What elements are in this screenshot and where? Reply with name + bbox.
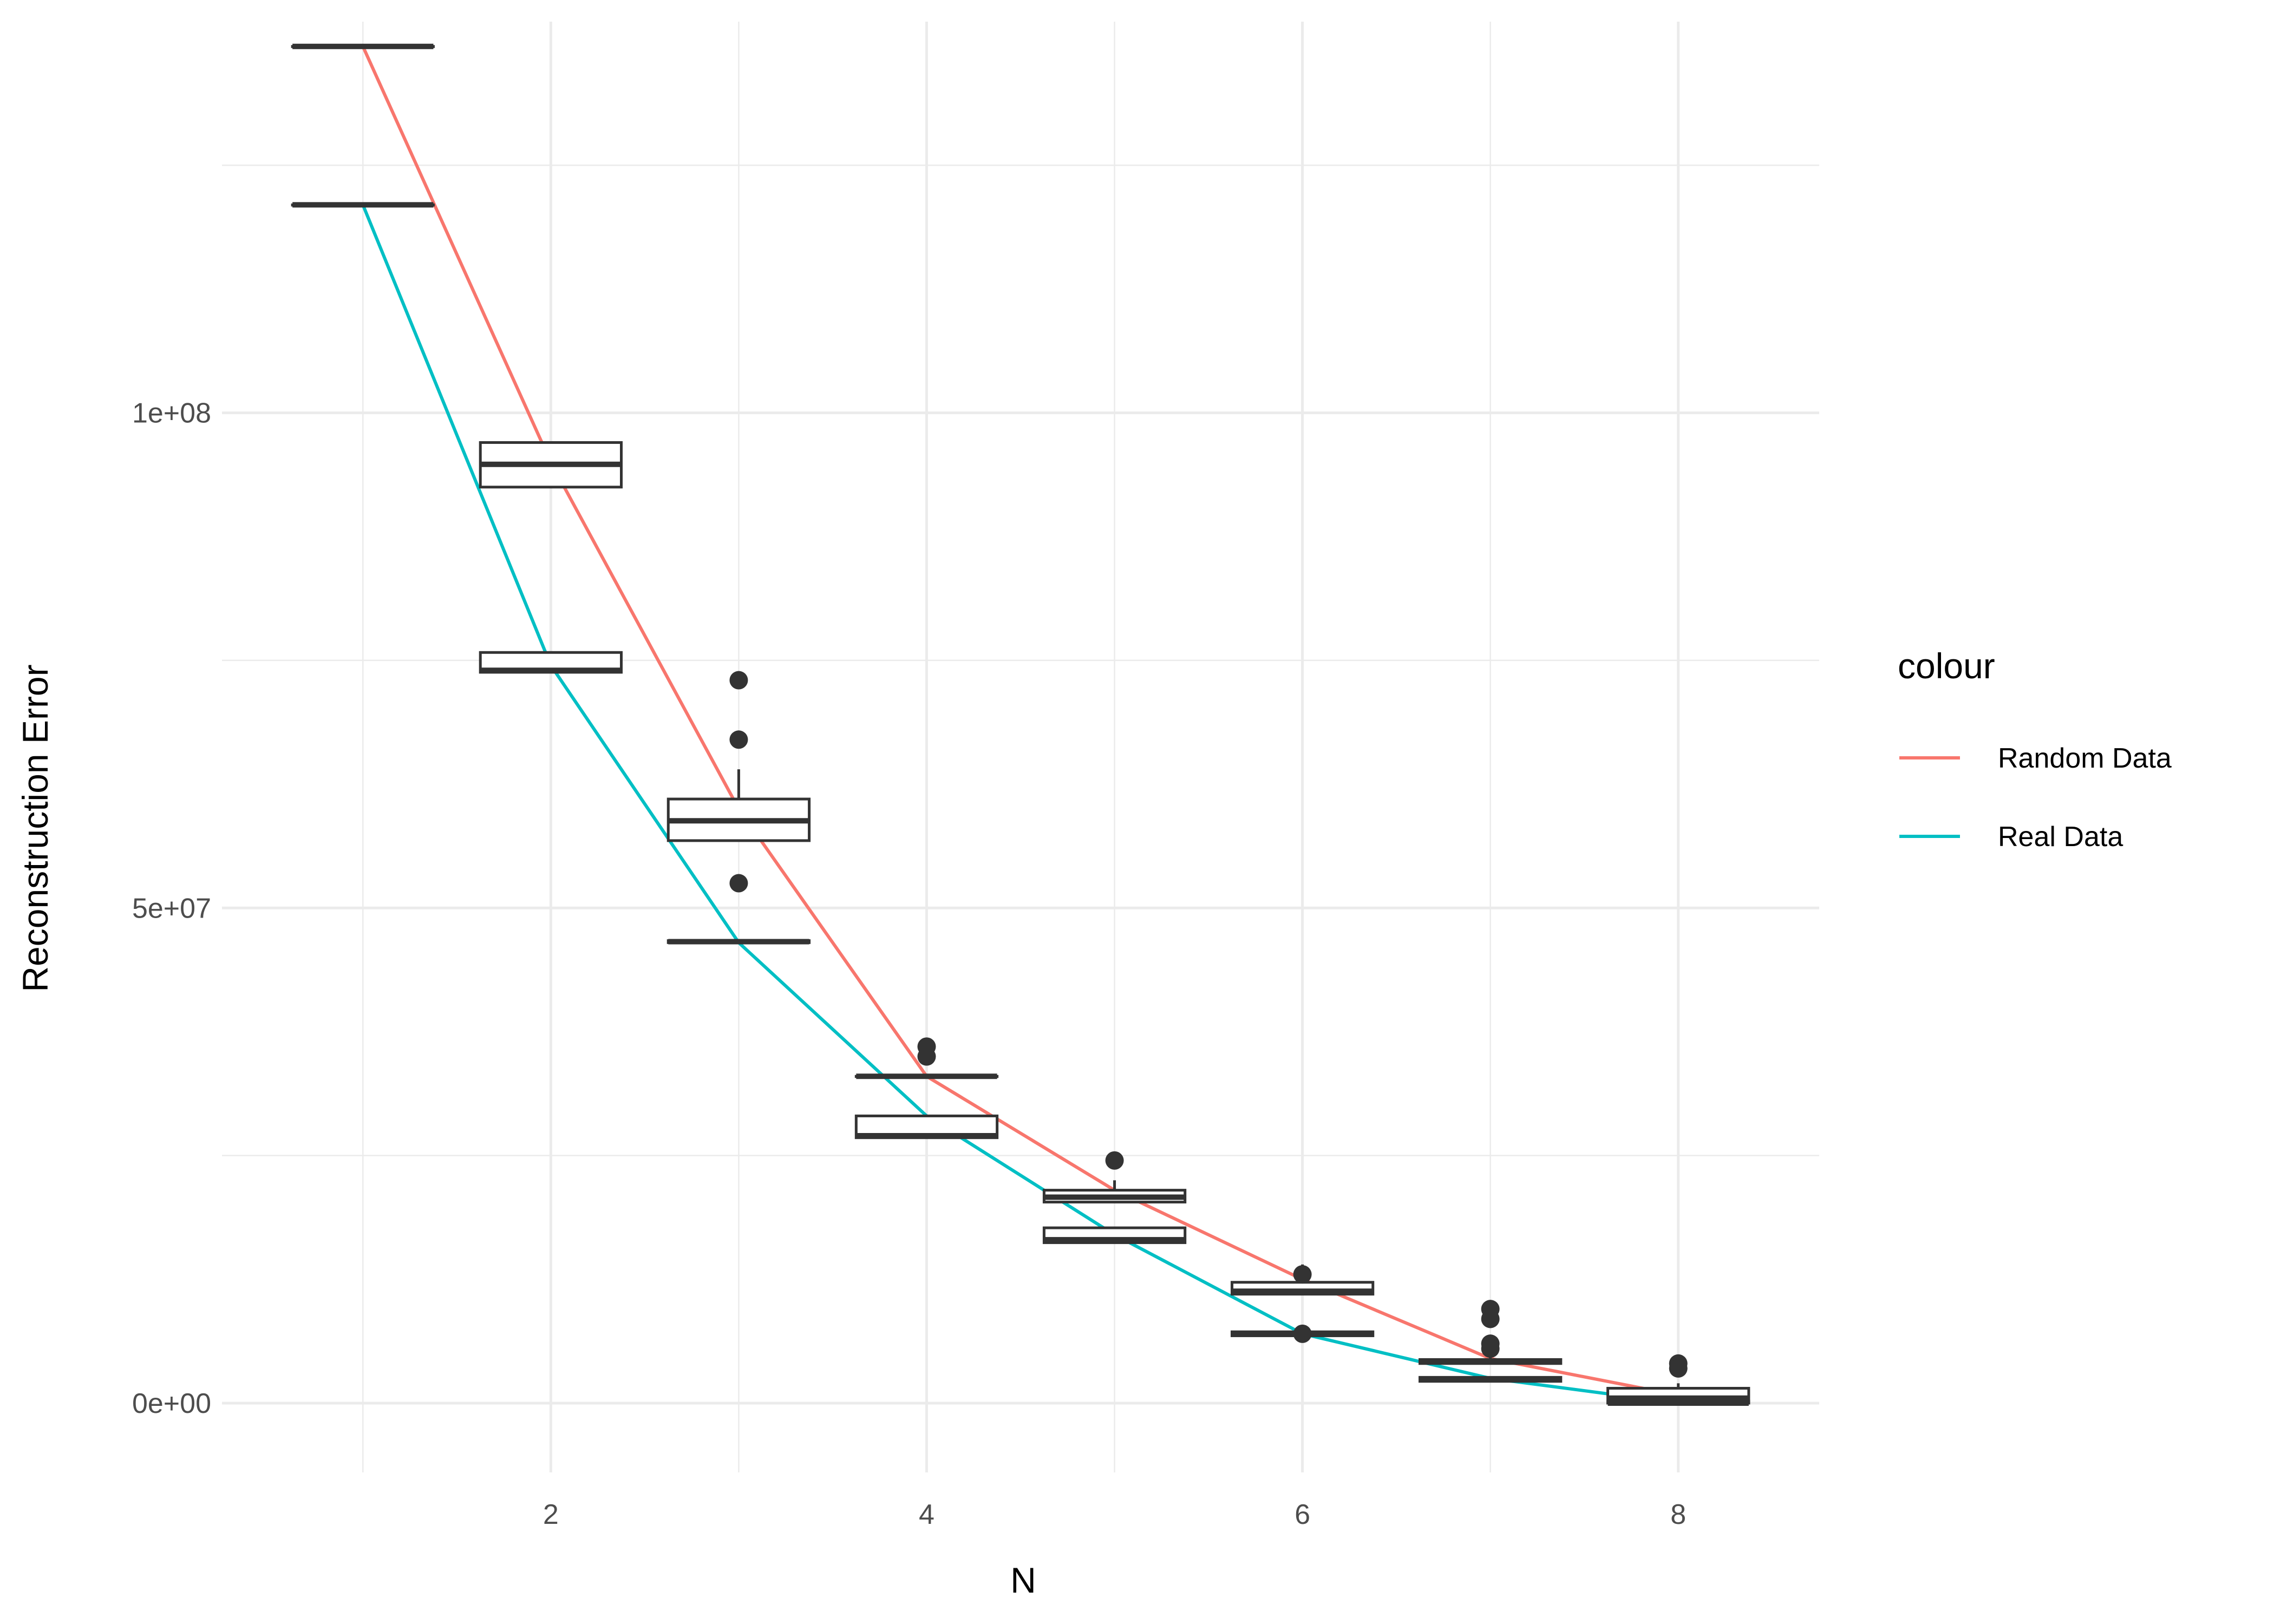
boxplot-real-data xyxy=(1230,1324,1375,1343)
boxplot-random-data xyxy=(1419,1300,1563,1365)
outlier-point xyxy=(1669,1359,1688,1378)
boxplot-random-data xyxy=(854,1037,999,1079)
legend: colour Random Data Real Data xyxy=(1898,646,2172,853)
outlier-point xyxy=(1105,1151,1124,1170)
x-axis-title: N xyxy=(1010,1560,1036,1600)
legend-label-random-data: Random Data xyxy=(1998,743,2172,774)
legend-title: colour xyxy=(1898,646,1995,686)
series-line-random-data xyxy=(361,45,1679,1397)
outlier-point xyxy=(917,1047,936,1066)
y-axis-title: Reconstruction Error xyxy=(15,664,55,992)
axis-ticks: 2 4 6 8 0e+00 5e+07 1e+08 xyxy=(132,398,1686,1530)
x-tick-label: 2 xyxy=(543,1499,559,1530)
y-tick-label: 0e+00 xyxy=(132,1388,211,1419)
x-tick-label: 6 xyxy=(1295,1499,1310,1530)
boxplot-real-data xyxy=(1419,1376,1563,1383)
boxplot-random-data xyxy=(479,441,623,489)
outlier-point xyxy=(1293,1324,1312,1343)
outlier-point xyxy=(1481,1309,1500,1328)
boxplot-real-data xyxy=(854,1114,999,1140)
series-line-real-data xyxy=(361,204,1679,1405)
boxplot-real-data xyxy=(479,651,623,674)
outlier-point xyxy=(729,671,748,690)
boxplot-real-data xyxy=(1606,1399,1750,1406)
boxplot-random-data xyxy=(666,671,811,893)
x-tick-label: 8 xyxy=(1670,1499,1686,1530)
x-tick-label: 4 xyxy=(919,1499,935,1530)
outlier-point xyxy=(729,874,748,893)
boxplots xyxy=(291,43,1750,1406)
outlier-point xyxy=(1293,1265,1312,1284)
grid-lines xyxy=(222,22,1819,1472)
mean-lines xyxy=(361,45,1679,1405)
outlier-point xyxy=(729,730,748,749)
legend-label-real-data: Real Data xyxy=(1998,821,2123,853)
boxplot-real-data xyxy=(1042,1226,1187,1245)
boxplot-random-data xyxy=(1042,1151,1187,1204)
y-tick-label: 1e+08 xyxy=(132,398,211,429)
boxplot-random-data xyxy=(1230,1264,1375,1296)
outlier-point xyxy=(1481,1339,1500,1358)
boxplot-real-data xyxy=(666,939,811,945)
y-tick-label: 5e+07 xyxy=(132,893,211,924)
